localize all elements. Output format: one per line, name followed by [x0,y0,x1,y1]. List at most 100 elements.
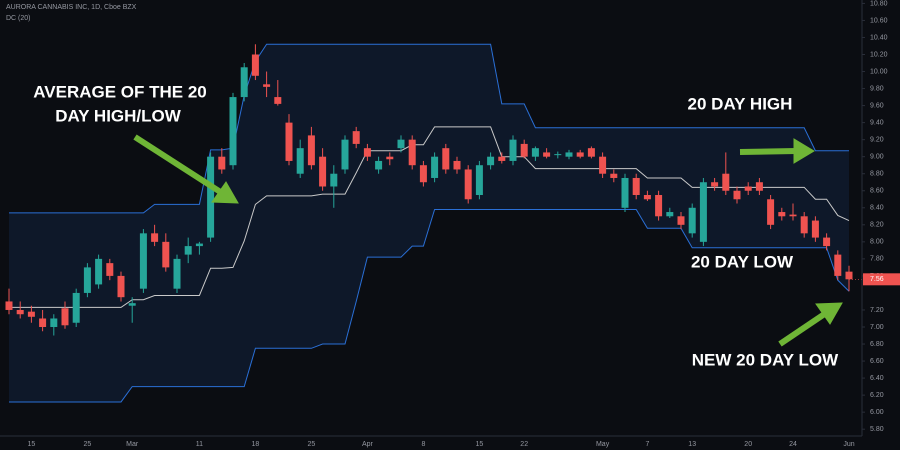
candle-body [207,156,215,238]
candle-body [285,122,293,161]
candle-body [162,241,170,268]
candle-body [789,214,797,217]
indicator-label: DC (20) [6,15,31,22]
annotation: DAY HIGH/LOW [55,106,182,125]
candle-body [106,263,114,276]
x-tick-label: 15 [28,441,36,448]
candle-body [263,84,271,87]
candle-body [117,275,125,298]
candle-body [509,139,517,161]
candle-body [744,186,752,191]
candle-body [39,318,47,327]
arrow-head [815,302,843,325]
candle-body [688,207,696,234]
candle-body [543,152,551,157]
candle-body [195,243,203,247]
candle-body [834,254,842,276]
candle-body [375,160,383,170]
candle-body [229,97,237,166]
x-tick-label: 24 [789,441,797,448]
candle-body [464,169,472,200]
arrows [133,134,843,347]
candle-body [845,271,853,280]
candle-body [677,216,685,225]
x-tick-label: May [596,441,610,448]
candle-body [61,308,69,326]
arrow-shaft [778,310,828,347]
candle-body [184,246,192,255]
candle-body [800,216,808,234]
candle-body [666,212,674,217]
y-tick-label: 5.80 [870,426,884,433]
x-tick-label: 25 [84,441,92,448]
candle-body [755,182,763,191]
y-tick-label: 6.00 [870,409,884,416]
candle-body [352,131,360,144]
x-tick-label: 7 [645,441,649,448]
candle-body [95,258,103,285]
x-tick-label: 18 [252,441,260,448]
y-tick-label: 10.00 [870,68,888,75]
last-price-label: 7.56 [870,276,884,283]
candle-body [296,148,304,174]
arrow-head [793,138,815,164]
candle-body [442,148,450,170]
y-tick-label: 9.20 [870,137,884,144]
candle-body [643,195,651,200]
candle-body [587,148,595,157]
y-tick-label: 8.20 [870,222,884,229]
candle-body [319,156,327,187]
candle-body [621,177,629,208]
candle-body [531,148,539,157]
annotation: NEW 20 DAY LOW [692,350,839,369]
y-tick-label: 6.40 [870,375,884,382]
candle-body [699,182,707,242]
candle-body [778,212,786,217]
channel-upper [9,43,849,214]
candle-body [72,292,80,323]
y-tick-label: 6.20 [870,392,884,399]
y-tick-label: 10.80 [870,0,888,7]
candle-body [240,67,248,98]
x-tick-label: Mar [126,441,139,448]
x-tick-label: 22 [520,441,528,448]
x-tick-label: 8 [421,441,425,448]
y-tick-label: 9.40 [870,119,884,126]
candle-body [27,311,35,317]
candle-body [565,152,573,157]
plot-area [5,43,862,403]
candle-body [274,97,282,104]
y-tick-label: 8.80 [870,171,884,178]
annotation: 20 DAY LOW [691,252,794,271]
candle-body [173,258,181,289]
annotation: AVERAGE OF THE 20 [33,82,207,101]
candle-body [487,156,495,166]
y-tick-label: 10.20 [870,51,888,58]
x-tick-label: 11 [196,441,203,448]
candle-body [151,233,159,242]
y-tick-label: 8.40 [870,205,884,212]
candle-body [520,143,528,157]
channel-basis [9,126,850,308]
annotation: 20 DAY HIGH [688,94,793,113]
candle-body [16,309,24,315]
candle-body [83,267,91,293]
y-tick-label: 7.00 [870,324,884,331]
candle-body [307,135,315,166]
candle-body [733,190,741,200]
candle-body [139,233,147,289]
y-tick-label: 6.60 [870,358,884,365]
x-tick-label: Apr [362,441,374,448]
y-tick-label: 10.40 [870,34,888,41]
y-tick-label: 6.80 [870,341,884,348]
candle-body [823,237,831,247]
y-tick-label: 8.00 [870,239,884,246]
candle-body [397,139,405,149]
candle-body [599,156,607,174]
channel-fill [9,44,849,402]
candle-body [408,139,416,166]
candle-body [431,156,439,178]
candle-body [576,152,584,157]
